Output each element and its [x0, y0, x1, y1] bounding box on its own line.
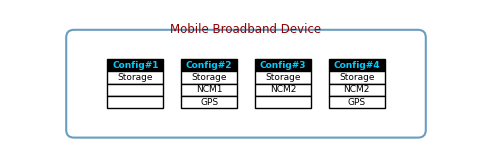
Bar	[181, 59, 237, 71]
Bar	[255, 84, 311, 96]
Bar	[181, 84, 237, 96]
Text: GPS: GPS	[348, 98, 366, 107]
Text: Config#2: Config#2	[186, 61, 232, 70]
Text: NCM2: NCM2	[270, 85, 296, 94]
Bar	[108, 96, 163, 108]
Bar	[108, 71, 163, 84]
FancyBboxPatch shape	[66, 30, 426, 138]
Bar	[108, 84, 163, 96]
Text: NCM2: NCM2	[344, 85, 370, 94]
Text: Storage: Storage	[192, 73, 227, 82]
Bar	[108, 59, 163, 71]
Text: Config#1: Config#1	[112, 61, 158, 70]
Bar	[329, 59, 384, 71]
Text: Storage: Storage	[118, 73, 153, 82]
Bar	[255, 59, 311, 71]
Bar	[329, 71, 384, 84]
Bar	[255, 96, 311, 108]
Text: Config#3: Config#3	[260, 61, 306, 70]
Text: NCM1: NCM1	[196, 85, 222, 94]
Bar	[181, 71, 237, 84]
Bar	[329, 96, 384, 108]
Bar	[255, 71, 311, 84]
Text: Storage: Storage	[339, 73, 374, 82]
Bar	[329, 84, 384, 96]
Text: Storage: Storage	[265, 73, 300, 82]
Text: GPS: GPS	[200, 98, 218, 107]
Bar	[181, 96, 237, 108]
Text: Mobile Broadband Device: Mobile Broadband Device	[170, 23, 322, 35]
Text: Config#4: Config#4	[333, 61, 380, 70]
